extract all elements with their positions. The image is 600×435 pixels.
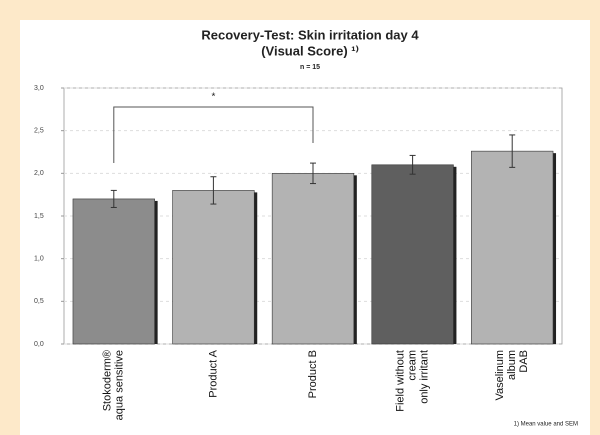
- bar: [371, 164, 454, 345]
- y-tick-label: 1,0: [34, 256, 44, 263]
- x-tick-label: DAB: [518, 350, 530, 373]
- x-tick-label: Product B: [307, 350, 319, 398]
- x-tick-label: aqua sensitive: [114, 350, 126, 420]
- x-tick-label: Stokoderm®: [102, 350, 114, 411]
- x-tick-label: Vaselinum: [494, 350, 506, 401]
- significance-bracket: [113, 106, 314, 163]
- significance-label: *: [211, 92, 215, 103]
- bar: [471, 150, 554, 345]
- bar: [172, 190, 255, 345]
- x-tick-label: only irritant: [419, 350, 431, 404]
- y-tick-label: 2,0: [34, 170, 44, 177]
- y-tick-label: 1,5: [34, 213, 44, 220]
- x-tick-label: album: [506, 350, 518, 380]
- footnote: 1) Mean value and SEM: [514, 422, 578, 428]
- bar: [72, 198, 155, 345]
- chart-title: (Visual Score) ¹⁾: [261, 43, 359, 58]
- subtitle: n = 15: [300, 64, 320, 71]
- y-tick-label: 2,5: [34, 128, 44, 135]
- bar: [271, 173, 355, 345]
- x-tick-label: Product A: [207, 349, 219, 397]
- x-tick-label: Field without: [395, 350, 407, 412]
- y-tick-label: 0,5: [34, 298, 44, 305]
- x-tick-label: cream: [407, 350, 419, 381]
- chart-title: Recovery-Test: Skin irritation day 4: [201, 27, 419, 42]
- y-tick-label: 0,0: [34, 341, 44, 348]
- y-tick-label: 3,0: [34, 85, 44, 92]
